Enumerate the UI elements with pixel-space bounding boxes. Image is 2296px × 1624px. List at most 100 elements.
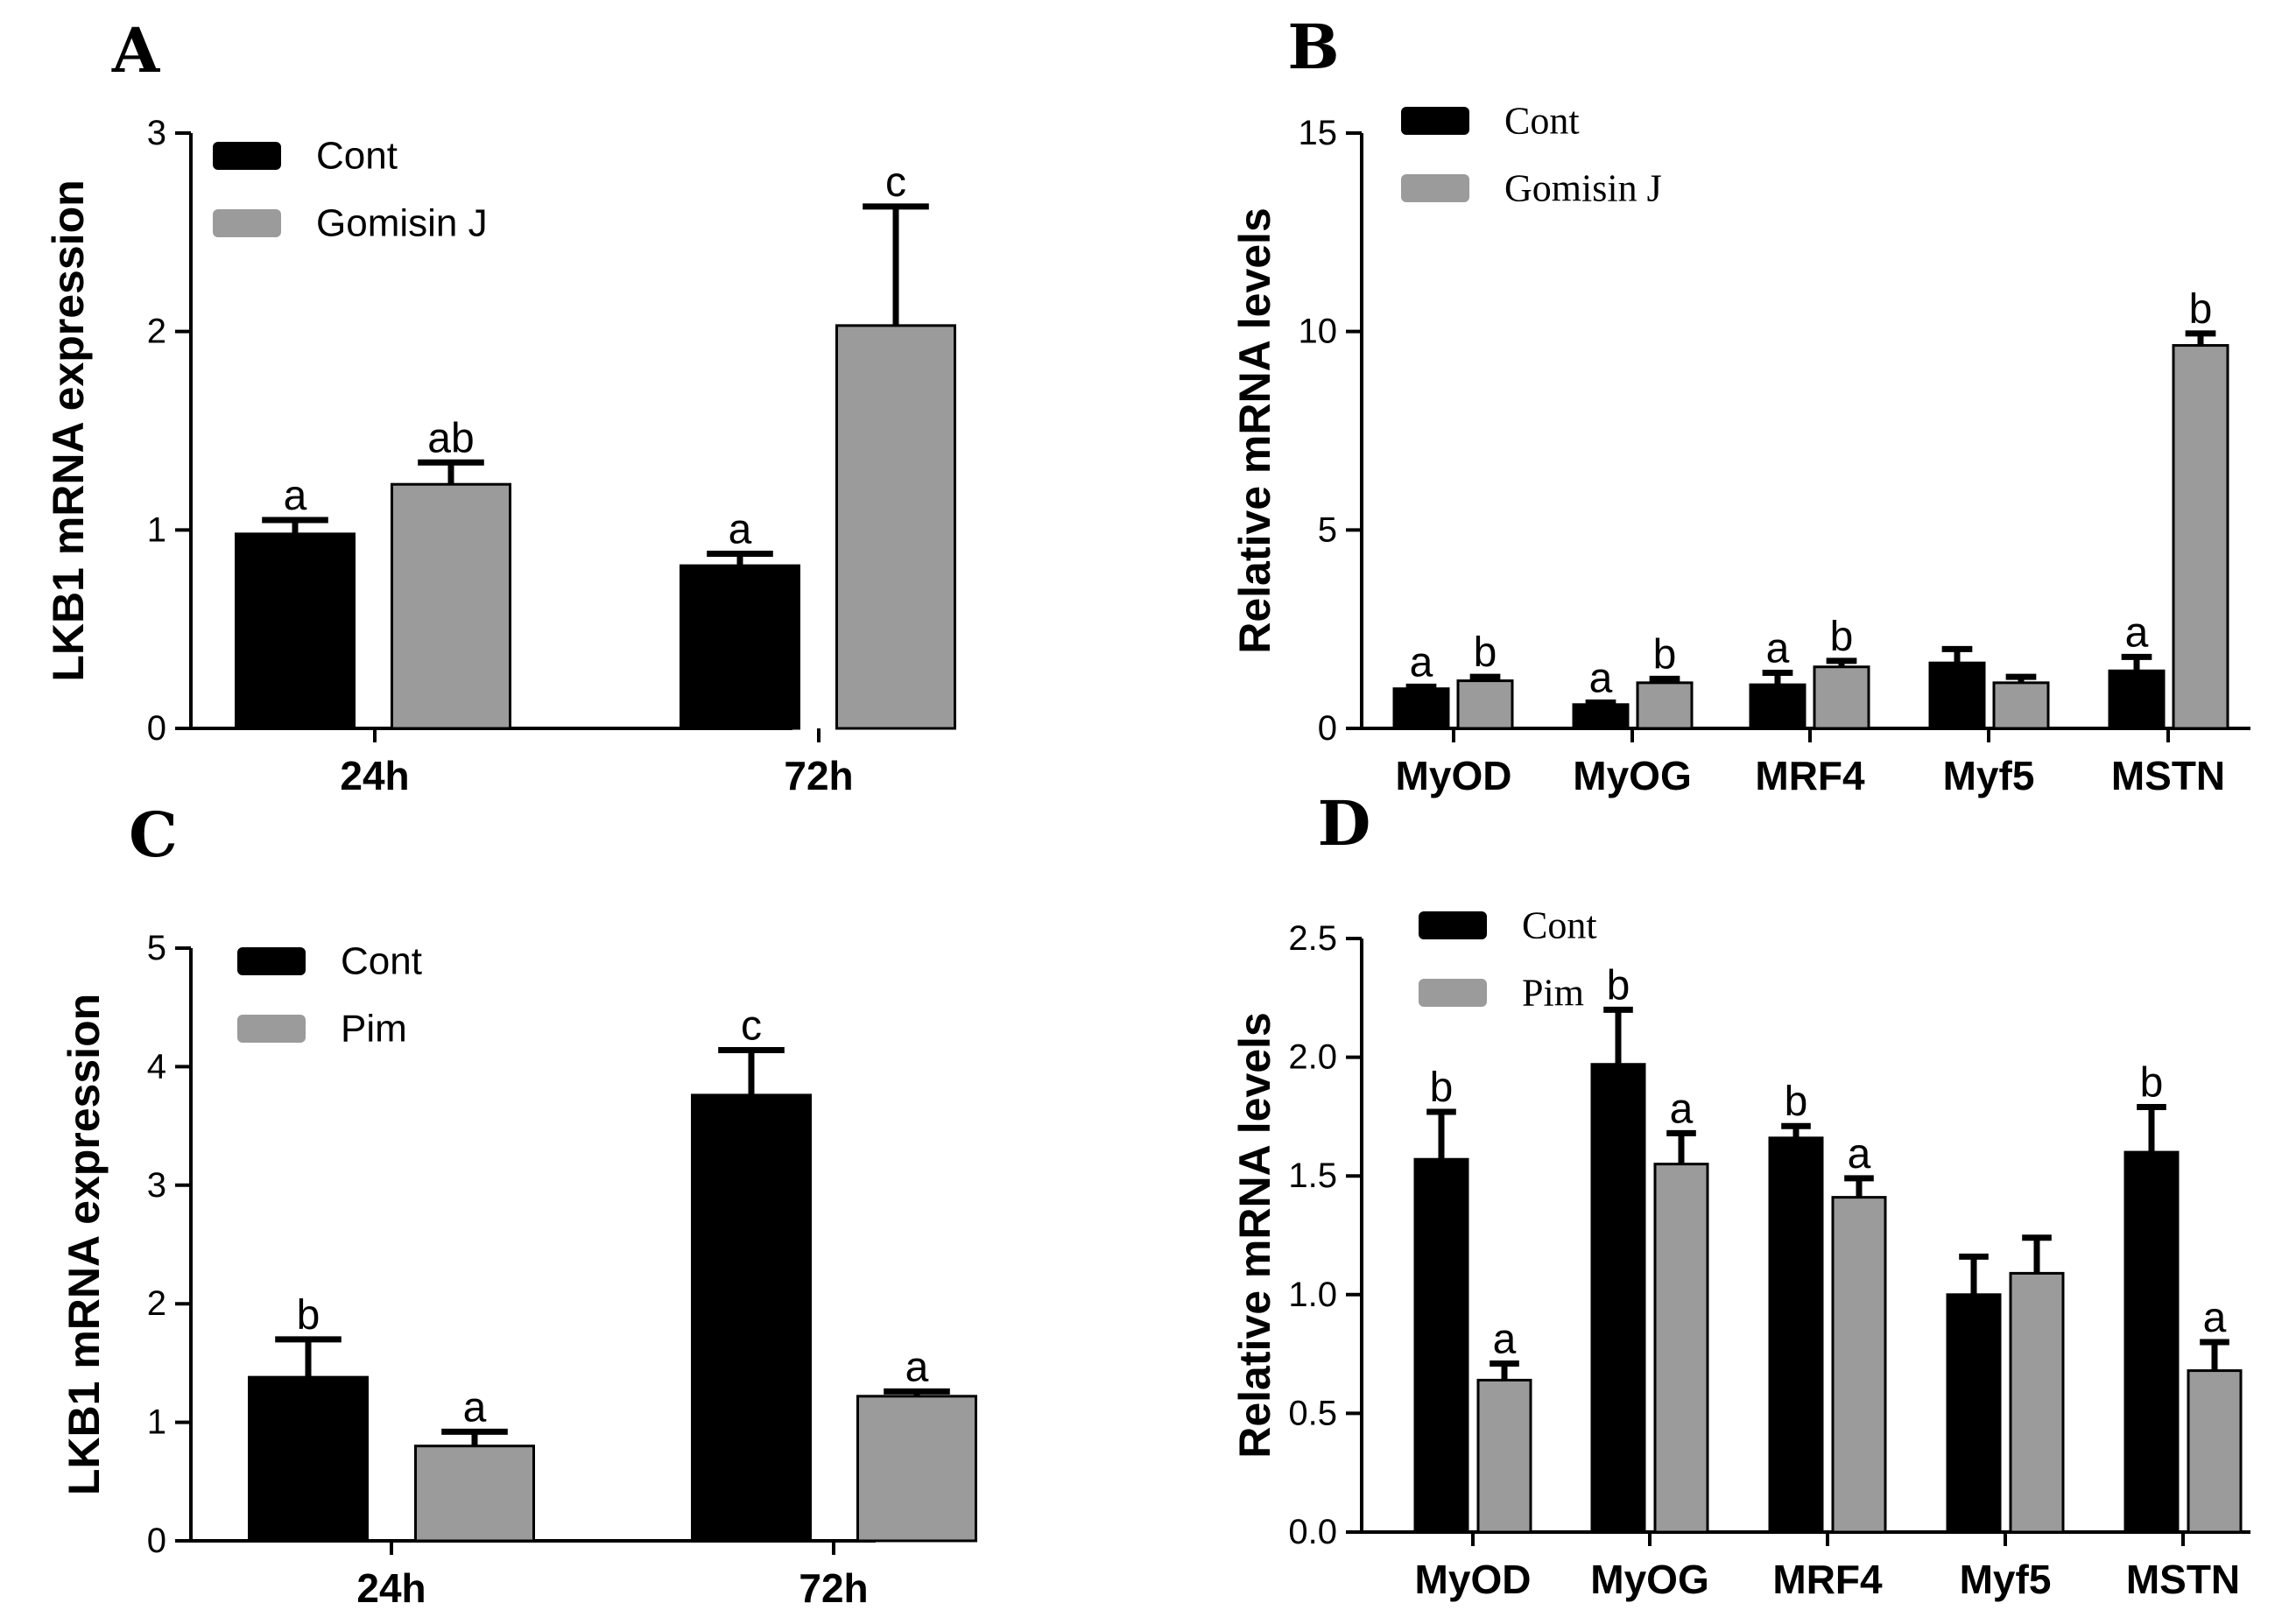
bar	[1636, 681, 1694, 730]
bar	[1590, 1063, 1646, 1534]
y-tick-label: 0	[1318, 709, 1337, 748]
significance-label: a	[1848, 1131, 1871, 1178]
bar	[2172, 344, 2229, 730]
legend-swatch	[1419, 979, 1487, 1007]
legend-label: Cont	[1504, 100, 1580, 143]
significance-label: a	[2125, 609, 2149, 656]
significance-label: a	[1766, 626, 1790, 672]
significance-label: b	[2189, 286, 2213, 333]
y-tick-label: 3	[147, 1166, 166, 1205]
y-tick-label: 2.5	[1288, 919, 1337, 958]
significance-label: b	[1653, 631, 1677, 678]
legend-swatch	[1401, 174, 1469, 202]
significance-label: a	[1493, 1316, 1517, 1362]
bar	[391, 482, 511, 730]
significance-label: b	[1474, 629, 1497, 676]
legend-swatch	[213, 209, 281, 237]
bar	[235, 532, 356, 730]
y-tick-label: 15	[1299, 114, 1338, 152]
bar	[1928, 661, 1986, 730]
y-tick-label: 1.0	[1288, 1276, 1337, 1314]
bar	[1456, 679, 1514, 730]
bar	[2187, 1369, 2243, 1534]
y-tick-label: 2.0	[1288, 1038, 1337, 1077]
bar	[414, 1445, 535, 1543]
panel-letter: B	[1287, 11, 1339, 83]
legend-swatch	[237, 1015, 306, 1043]
chart-panel-d: D Relative mRNA levels 0.0 0.5 1.0 1.5 2.0 2.5 M…	[1230, 787, 2250, 1602]
significance-label: a	[1410, 639, 1433, 685]
y-tick-label: 3	[147, 114, 166, 152]
category-label: MyOG	[1573, 753, 1691, 798]
y-tick-label: 0.0	[1288, 1513, 1337, 1551]
panel-letter: A	[111, 14, 161, 87]
bar	[2009, 1271, 2065, 1534]
significance-label: b	[1830, 614, 1854, 660]
legend-swatch	[1401, 107, 1469, 135]
category-label: 72h	[784, 753, 853, 798]
legend-label: Cont	[1522, 904, 1597, 947]
significance-label: a	[1589, 656, 1613, 702]
significance-label: a	[729, 507, 752, 553]
category-label: MSTN	[2111, 753, 2225, 798]
y-axis-label: Relative mRNA levels	[1230, 1012, 1279, 1459]
y-tick-label: 0.5	[1288, 1394, 1337, 1432]
legend-label: Gomisin J	[1504, 167, 1662, 210]
panel-letter: C	[129, 798, 178, 871]
y-axis-label: Relative mRNA levels	[1230, 207, 1279, 654]
y-tick-label: 0	[147, 1522, 166, 1560]
category-label: MyOD	[1415, 1557, 1532, 1602]
category-label: 24h	[340, 753, 409, 798]
legend-swatch	[1419, 911, 1487, 939]
category-label: MSTN	[2126, 1557, 2240, 1602]
y-axis-label: LKB1 mRNA expression	[60, 994, 109, 1495]
chart-panel-c: C LKB1 mRNA expression 0 1 2 3 4 5 24h 72h b c a a Con…	[60, 798, 977, 1611]
category-label: MRF4	[1755, 753, 1865, 798]
bar	[1946, 1293, 2002, 1534]
bar	[1831, 1196, 1887, 1534]
y-tick-label: 1.5	[1288, 1156, 1337, 1195]
significance-label: a	[1670, 1086, 1694, 1132]
y-tick-label: 2	[147, 1284, 166, 1323]
category-label: MyOD	[1396, 753, 1512, 798]
category-label: MyOG	[1590, 1557, 1708, 1602]
legend-label: Gomisin J	[316, 202, 488, 245]
significance-label: a	[463, 1384, 487, 1431]
significance-label: c	[885, 159, 906, 206]
bar	[1413, 1157, 1469, 1534]
chart-panel-b: B Relative mRNA levels 0 5 10 15 MyOD MyOG MRF4 M…	[1230, 11, 2250, 798]
category-label: Myf5	[1960, 1557, 2052, 1602]
legend-swatch	[237, 947, 306, 975]
category-label: 24h	[356, 1565, 426, 1611]
chart-panel-a: A LKB1 mRNA expression 0 1 2 3 24h 72h a a ab c Cont…	[44, 14, 956, 798]
legend-label: Cont	[316, 135, 398, 178]
bar	[1749, 683, 1807, 730]
panel-letter: D	[1318, 787, 1371, 860]
y-tick-label: 5	[147, 929, 166, 967]
bar	[1653, 1163, 1709, 1534]
significance-label: a	[2203, 1295, 2227, 1341]
y-tick-label: 5	[1318, 510, 1337, 549]
bar	[2123, 1150, 2180, 1534]
significance-label: b	[297, 1292, 320, 1339]
legend-swatch	[213, 142, 281, 170]
legend-label: Cont	[341, 940, 422, 983]
legend-label: Pim	[1522, 972, 1584, 1015]
bar	[1992, 681, 2050, 730]
significance-label: a	[284, 473, 307, 519]
bar	[680, 564, 800, 730]
bar	[1392, 687, 1450, 730]
significance-label: b	[1607, 962, 1630, 1009]
category-label: MRF4	[1772, 1557, 1883, 1602]
y-tick-label: 1	[147, 510, 166, 549]
bar	[1813, 665, 1870, 730]
y-axis-label: LKB1 mRNA expression	[44, 179, 93, 681]
significance-label: b	[1785, 1079, 1808, 1125]
y-tick-label: 4	[147, 1047, 166, 1086]
category-label: Myf5	[1943, 753, 2035, 798]
bar	[691, 1093, 812, 1543]
bar	[1476, 1378, 1532, 1534]
bar	[248, 1375, 369, 1543]
y-tick-label: 0	[147, 709, 166, 748]
